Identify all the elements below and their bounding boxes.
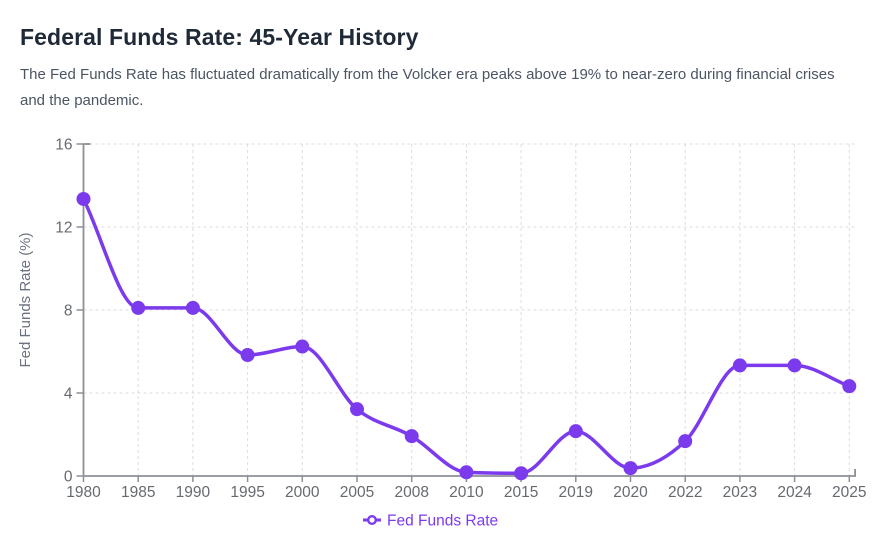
data-point-1990[interactable] xyxy=(185,300,200,315)
data-point-1980[interactable] xyxy=(76,191,91,206)
x-tick-label-1995: 1995 xyxy=(230,484,264,501)
line-chart-canvas: 0 4 8 12 16 1980 1985 1990 1995 2000 2005 2008 2010 2… xyxy=(17,137,867,530)
legend-label: Fed Funds Rate xyxy=(387,513,498,530)
legend[interactable]: Fed Funds Rate xyxy=(363,513,498,530)
x-tick-label-2019: 2019 xyxy=(559,484,593,501)
x-tick-label-2010: 2010 xyxy=(449,484,484,501)
data-point-2005[interactable] xyxy=(350,402,364,417)
x-tick-label-2000: 2000 xyxy=(285,484,320,501)
page-title: Federal Funds Rate: 45-Year History xyxy=(20,24,419,50)
data-point-2024[interactable] xyxy=(787,358,802,373)
gridlines xyxy=(83,143,856,476)
x-tick-label-2022: 2022 xyxy=(668,484,702,501)
data-point-2015[interactable] xyxy=(514,466,529,481)
data-point-2023[interactable] xyxy=(732,358,747,373)
data-point-2022[interactable] xyxy=(678,434,693,449)
x-tick-label-2005: 2005 xyxy=(340,484,374,501)
data-point-2025[interactable] xyxy=(842,379,857,394)
data-points xyxy=(76,191,857,481)
data-point-2008[interactable] xyxy=(404,429,419,444)
legend-point-icon xyxy=(367,515,378,526)
y-tick-label-0: 0 xyxy=(64,469,73,486)
y-tick-label-4: 4 xyxy=(64,386,73,403)
page-subtitle: The Fed Funds Rate has fluctuated dramat… xyxy=(20,66,835,109)
y-axis-title: Fed Funds Rate (%) xyxy=(17,232,34,367)
x-tick-label-1985: 1985 xyxy=(121,484,155,501)
data-point-1995[interactable] xyxy=(240,348,255,363)
x-tick-label-2025: 2025 xyxy=(832,484,866,501)
y-tick-label-8: 8 xyxy=(64,303,73,320)
x-tick-label-1990: 1990 xyxy=(176,484,211,501)
data-point-2019[interactable] xyxy=(568,424,583,439)
y-tick-label-12: 12 xyxy=(55,220,72,237)
x-tick-label-2023: 2023 xyxy=(723,484,757,501)
axes: 0 4 8 12 16 1980 1985 1990 1995 2000 2005 2008 2010 2… xyxy=(55,137,866,502)
fed-funds-chart: 0 4 8 12 16 1980 1985 1990 1995 2000 2005 2008 2010 2… xyxy=(0,130,878,542)
y-tick-label-16: 16 xyxy=(55,137,72,154)
data-point-2010[interactable] xyxy=(459,465,474,480)
data-point-2020[interactable] xyxy=(623,461,638,476)
x-tick-label-1980: 1980 xyxy=(66,484,101,501)
x-tick-label-2008: 2008 xyxy=(394,484,428,501)
x-tick-label-2015: 2015 xyxy=(504,484,538,501)
data-point-1985[interactable] xyxy=(131,300,146,315)
x-tick-label-2024: 2024 xyxy=(777,484,812,501)
data-point-2000[interactable] xyxy=(295,339,310,354)
x-tick-label-2020: 2020 xyxy=(613,484,648,501)
